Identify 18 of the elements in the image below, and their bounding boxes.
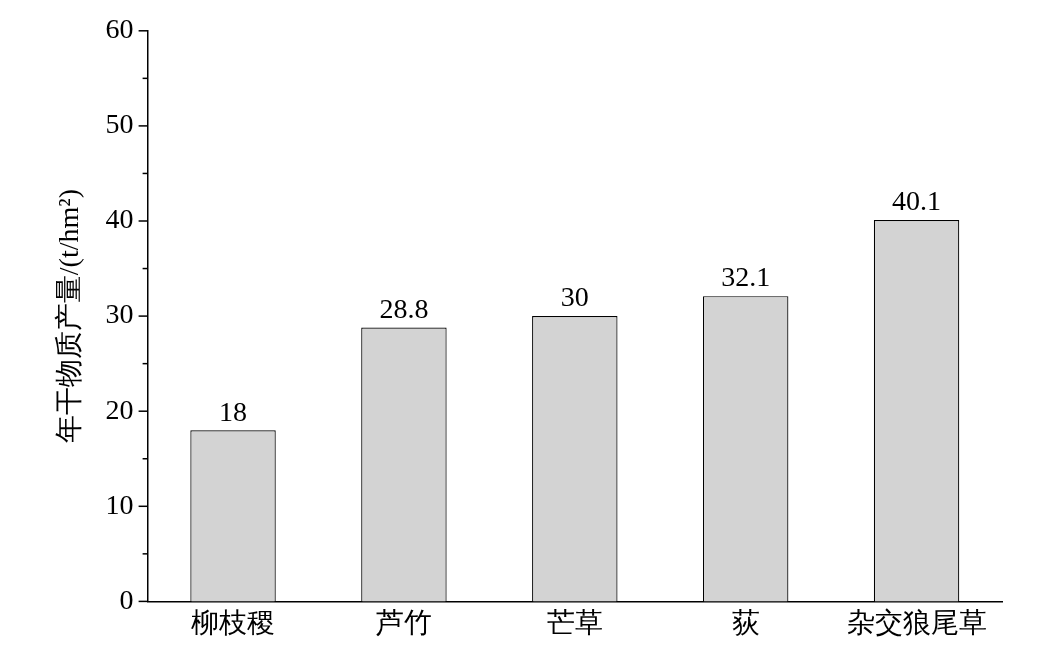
y-axis-title: 年干物质产量/(t/hm²) <box>53 189 85 444</box>
y-tick-label: 40 <box>105 203 134 235</box>
y-tick-label: 60 <box>105 13 134 45</box>
data-label: 30 <box>560 281 589 313</box>
x-tick-label: 柳枝稷 <box>191 606 276 638</box>
data-label: 18 <box>219 395 248 427</box>
y-tick-label: 50 <box>105 108 134 140</box>
x-tick-label: 芦竹 <box>375 606 432 638</box>
data-label: 32.1 <box>721 261 771 293</box>
y-tick-label: 20 <box>105 393 134 425</box>
data-label: 40.1 <box>892 185 942 217</box>
x-tick-label: 芒草 <box>546 606 603 638</box>
x-tick-label: 杂交狼尾草 <box>846 606 987 638</box>
y-tick-label: 0 <box>119 583 134 615</box>
y-tick-label: 30 <box>105 298 134 330</box>
y-tick-label: 10 <box>105 488 134 520</box>
x-tick-label: 荻 <box>731 606 760 638</box>
data-label: 28.8 <box>379 292 429 324</box>
